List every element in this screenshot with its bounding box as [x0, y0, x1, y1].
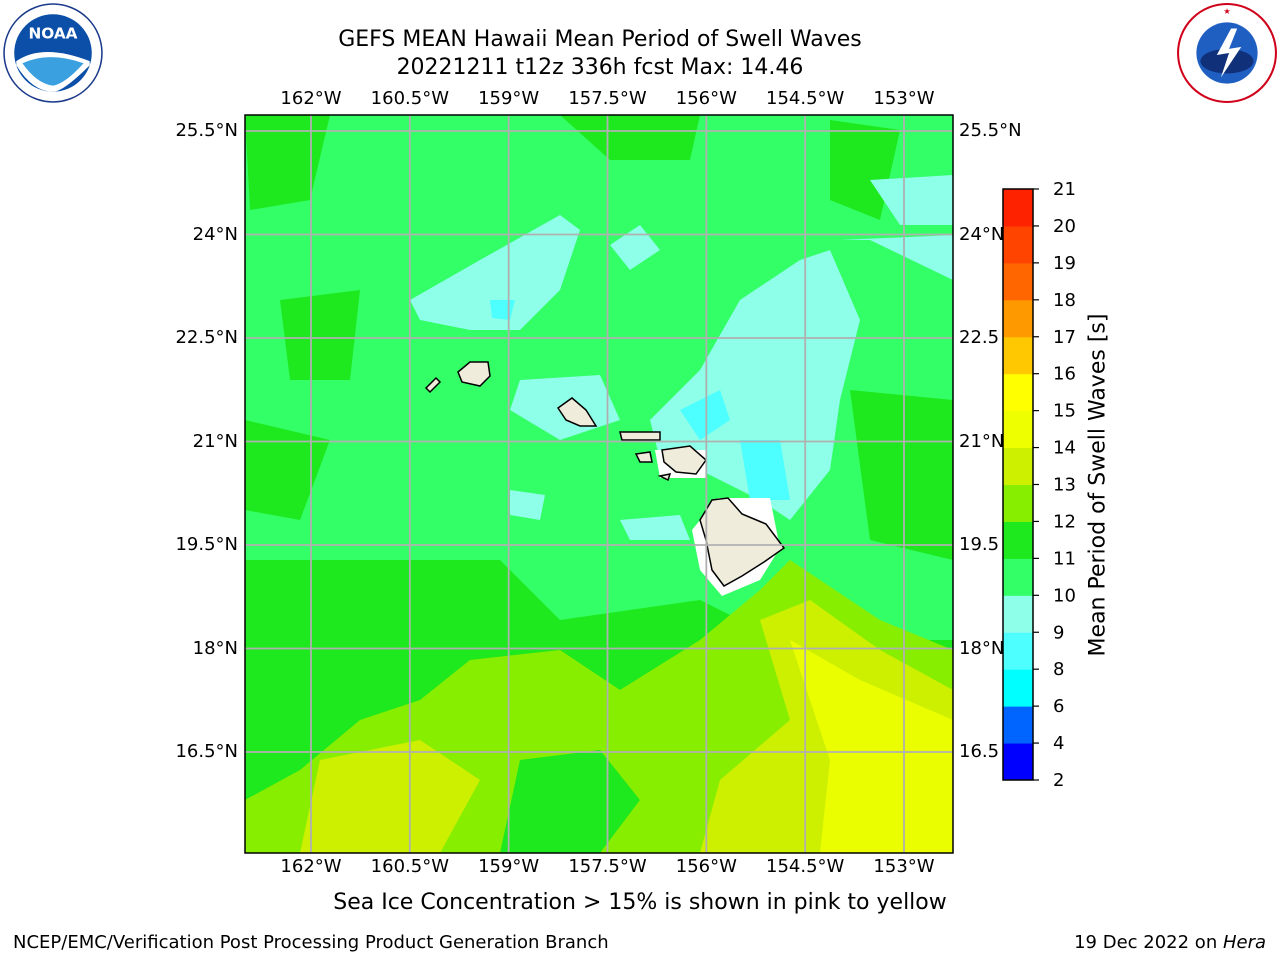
island-oahu: [556, 397, 598, 427]
lon-tick-top: 154.5°W: [765, 88, 845, 109]
colorbar-swatch: [1003, 558, 1033, 596]
colorbar-swatch: [1003, 632, 1033, 670]
colorbar-tick-label: 18: [1053, 290, 1076, 311]
colorbar-swatch: [1003, 410, 1033, 449]
colorbar-tick-label: 20: [1053, 216, 1076, 237]
colorbar-swatch: [1003, 373, 1033, 412]
lat-tick-right: 24°N: [959, 223, 1005, 245]
colorbar-tick-label: 9: [1053, 622, 1064, 643]
chart-subtitle: 20221211 t12z 336h fcst Max: 14.46: [396, 55, 804, 80]
chart-title: GEFS MEAN Hawaii Mean Period of Swell Wa…: [338, 27, 862, 52]
colorbar-tick-label: 2: [1053, 770, 1064, 791]
lon-tick-top: 159°W: [478, 88, 540, 109]
lat-tick-right: 16.5: [959, 741, 1000, 762]
colorbar-swatch: [1003, 262, 1033, 301]
island-hawaii: [699, 497, 786, 587]
nws-logo: ★: [1177, 3, 1277, 103]
colorbar-tick-label: 16: [1053, 364, 1076, 385]
map-frame: [244, 114, 954, 854]
colorbar-tick-label: 21: [1053, 179, 1076, 200]
lon-tick-top: 162°W: [280, 88, 342, 109]
lat-tick-right: 19.5: [959, 534, 1000, 555]
colorbar-swatch: [1003, 706, 1033, 744]
island-lanai: [634, 451, 653, 463]
lon-tick-top: 153°W: [873, 88, 935, 109]
island-maui: [661, 445, 708, 475]
noaa-logo: NOAA: [3, 3, 103, 103]
colorbar-label: Mean Period of Swell Waves [s]: [1085, 313, 1111, 657]
lat-tick-left: 18°N: [192, 637, 238, 659]
lon-tick-bottom: 156°W: [675, 856, 737, 877]
footer-machine: Hera: [1222, 932, 1266, 953]
lat-tick-left: 19.5°N: [175, 534, 238, 555]
lon-tick-top: 156°W: [675, 88, 737, 109]
colorbar-swatch: [1003, 521, 1033, 559]
lat-tick-right: 22.5: [959, 327, 1000, 348]
svg-text:★: ★: [1223, 6, 1230, 16]
lat-tick-left: 24°N: [192, 223, 238, 245]
lon-tick-bottom: 159°W: [478, 856, 540, 877]
lon-tick-top: 157.5°W: [568, 88, 647, 109]
colorbar-swatch: [1003, 447, 1033, 485]
colorbar-swatch: [1003, 189, 1033, 227]
colorbar-tick-label: 17: [1053, 327, 1076, 348]
colorbar-tick-label: 8: [1053, 659, 1064, 680]
colorbar-tick-label: 10: [1053, 585, 1076, 606]
colorbar-swatch: [1003, 595, 1033, 633]
colorbar-tick-label: 6: [1053, 696, 1064, 717]
lat-tick-left: 25.5°N: [175, 120, 238, 141]
colorbar-tick-label: 15: [1053, 401, 1076, 422]
colorbar-tick-label: 4: [1053, 733, 1064, 754]
lat-tick-left: 21°N: [192, 430, 238, 452]
footer-date: 19 Dec 2022 on Hera: [1074, 932, 1266, 953]
lon-tick-bottom: 157.5°W: [568, 856, 647, 877]
footer-branch: NCEP/EMC/Verification Post Processing Pr…: [13, 932, 609, 953]
lat-tick-left: 22.5°N: [175, 327, 238, 348]
lat-tick-right: 25.5°N: [959, 120, 1022, 141]
map-grid: [245, 115, 953, 853]
lon-tick-bottom: 154.5°W: [765, 856, 845, 877]
colorbar-tick-label: 13: [1053, 475, 1076, 496]
colorbar-tick-label: 11: [1053, 548, 1076, 569]
colorbar-tick-label: 19: [1053, 253, 1076, 274]
footer-date-text: 19 Dec 2022 on: [1074, 932, 1223, 953]
lat-tick-right: 21°N: [959, 430, 1005, 452]
colorbar-swatch: [1003, 484, 1033, 522]
island-molokai: [619, 431, 661, 441]
colorbar-swatch: [1003, 299, 1033, 338]
lon-tick-bottom: 160.5°W: [370, 856, 449, 877]
lat-tick-left: 16.5°N: [175, 741, 238, 762]
colorbar: 21 20 19 18 17 16 15 14 13 12 11 10 9 8 6 4 2: [1002, 179, 1076, 791]
colorbar-tick-label: 12: [1053, 511, 1076, 532]
colorbar-swatch: [1003, 743, 1033, 781]
lat-tick-right: 18°N: [959, 637, 1005, 659]
island-niihau: [424, 376, 442, 394]
colorbar-swatch: [1003, 336, 1033, 375]
island-kauai: [457, 361, 491, 387]
lon-tick-bottom: 153°W: [873, 856, 935, 877]
colorbar-swatch: [1003, 669, 1033, 707]
island-kahoolawe: [657, 473, 672, 482]
sea-ice-note: Sea Ice Concentration > 15% is shown in …: [333, 890, 947, 915]
swell-field: [245, 115, 953, 853]
noaa-logo-text: NOAA: [28, 25, 77, 43]
islands: [424, 361, 786, 587]
colorbar-tick-label: 14: [1053, 438, 1076, 459]
lon-tick-top: 160.5°W: [370, 88, 449, 109]
colorbar-swatch: [1003, 225, 1033, 264]
lon-tick-bottom: 162°W: [280, 856, 342, 877]
